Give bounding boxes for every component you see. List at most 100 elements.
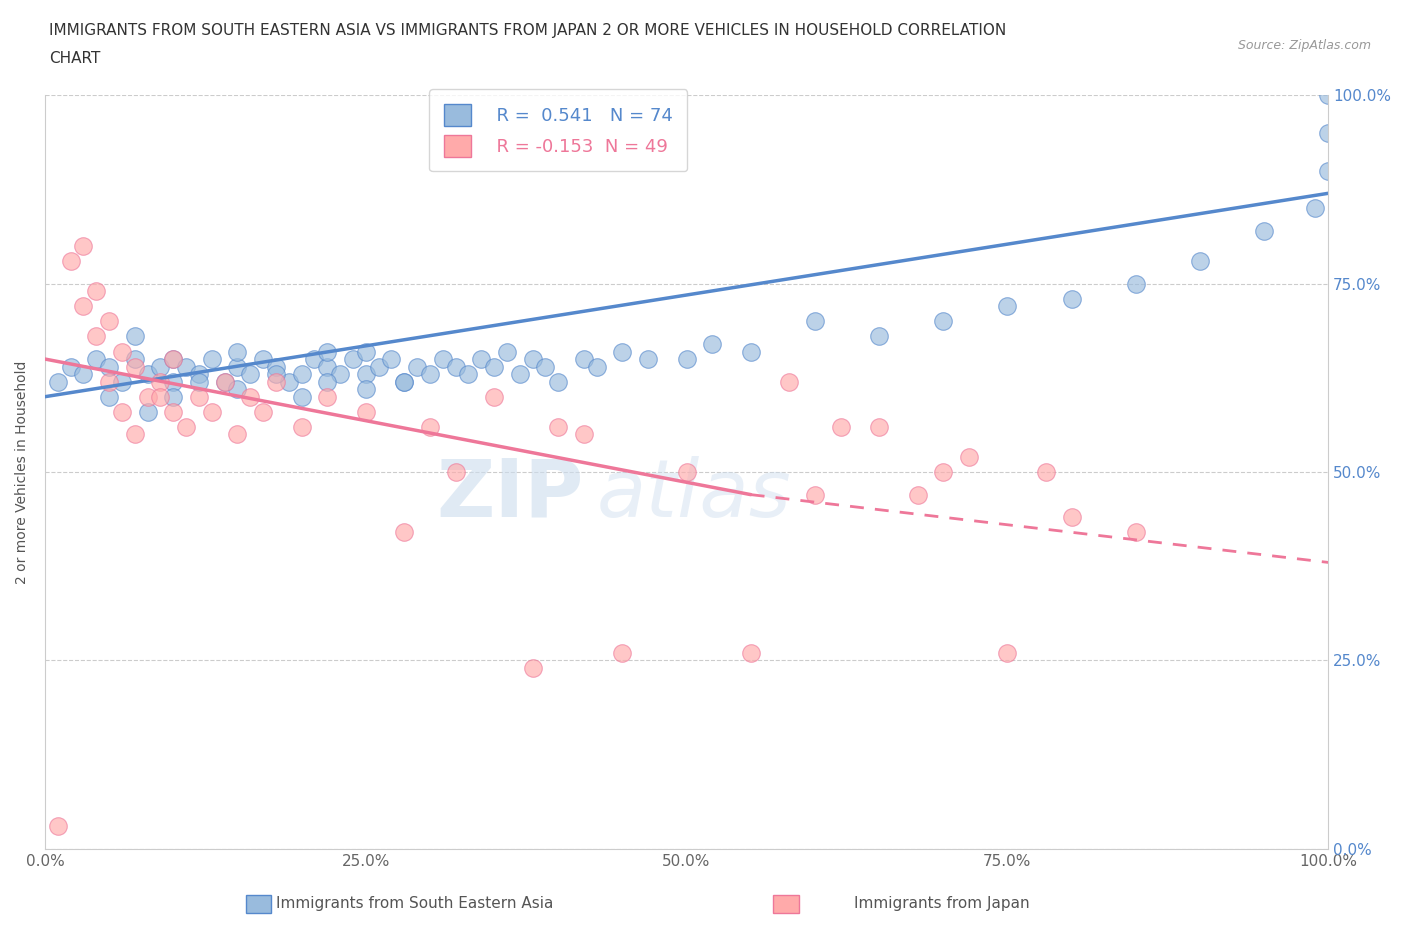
Point <box>124 427 146 442</box>
Point <box>1125 525 1147 539</box>
Point <box>868 329 890 344</box>
Point <box>394 525 416 539</box>
Point <box>354 405 377 419</box>
Point <box>354 381 377 396</box>
Point <box>316 390 339 405</box>
Point <box>432 352 454 366</box>
Point <box>354 344 377 359</box>
Point <box>830 419 852 434</box>
Point <box>98 390 121 405</box>
Point <box>522 660 544 675</box>
Point <box>84 329 107 344</box>
Point <box>124 329 146 344</box>
Point <box>188 390 211 405</box>
Point <box>84 284 107 299</box>
Point <box>932 314 955 329</box>
Point <box>98 374 121 389</box>
Point <box>316 359 339 374</box>
Point <box>1317 126 1340 140</box>
Point <box>162 390 184 405</box>
Point <box>46 374 69 389</box>
Point <box>72 366 94 381</box>
Point <box>162 352 184 366</box>
Point <box>804 314 827 329</box>
Point <box>188 374 211 389</box>
Point <box>72 239 94 254</box>
Point <box>162 374 184 389</box>
Point <box>1317 88 1340 103</box>
Point <box>482 390 505 405</box>
Point <box>1188 254 1211 269</box>
Point <box>932 465 955 480</box>
Point <box>59 254 82 269</box>
Point <box>124 359 146 374</box>
Point <box>188 366 211 381</box>
Point <box>444 465 467 480</box>
Point <box>149 390 172 405</box>
Point <box>1060 510 1083 525</box>
Point <box>957 449 980 464</box>
Point <box>72 299 94 313</box>
Point <box>214 374 236 389</box>
Point <box>868 419 890 434</box>
Point <box>367 359 389 374</box>
Point <box>612 344 634 359</box>
Point <box>226 344 249 359</box>
Point <box>702 337 724 352</box>
Point <box>804 487 827 502</box>
Point <box>995 645 1018 660</box>
Point <box>291 419 314 434</box>
Point <box>84 352 107 366</box>
Point <box>264 374 287 389</box>
Point <box>1317 164 1340 179</box>
Point <box>496 344 519 359</box>
Point <box>572 352 595 366</box>
Point <box>252 352 274 366</box>
Point <box>277 374 299 389</box>
Point <box>252 405 274 419</box>
Point <box>547 419 569 434</box>
Point <box>149 374 172 389</box>
Point <box>1125 276 1147 291</box>
Point <box>136 366 159 381</box>
Point <box>98 314 121 329</box>
Point <box>98 359 121 374</box>
Text: CHART: CHART <box>49 51 101 66</box>
Point <box>522 352 544 366</box>
Text: Source: ZipAtlas.com: Source: ZipAtlas.com <box>1237 39 1371 52</box>
Point <box>111 344 134 359</box>
Point <box>457 366 479 381</box>
Point <box>111 374 134 389</box>
Point <box>534 359 557 374</box>
Point <box>226 359 249 374</box>
Point <box>995 299 1018 313</box>
Text: ZIP: ZIP <box>437 456 583 534</box>
Point <box>162 405 184 419</box>
Legend:   R =  0.541   N = 74,   R = -0.153  N = 49: R = 0.541 N = 74, R = -0.153 N = 49 <box>429 89 688 171</box>
Point <box>675 352 697 366</box>
Point <box>214 374 236 389</box>
Point <box>174 419 197 434</box>
Point <box>470 352 492 366</box>
Point <box>149 359 172 374</box>
Point <box>1060 291 1083 306</box>
Text: Immigrants from South Eastern Asia: Immigrants from South Eastern Asia <box>276 897 554 911</box>
Point <box>162 352 184 366</box>
Point <box>675 465 697 480</box>
Point <box>239 366 262 381</box>
Point <box>354 366 377 381</box>
Point <box>547 374 569 389</box>
Point <box>264 366 287 381</box>
Point <box>329 366 352 381</box>
Text: IMMIGRANTS FROM SOUTH EASTERN ASIA VS IMMIGRANTS FROM JAPAN 2 OR MORE VEHICLES I: IMMIGRANTS FROM SOUTH EASTERN ASIA VS IM… <box>49 23 1007 38</box>
Y-axis label: 2 or more Vehicles in Household: 2 or more Vehicles in Household <box>15 360 30 584</box>
Point <box>394 374 416 389</box>
Point <box>585 359 607 374</box>
Text: atlas: atlas <box>596 456 792 534</box>
Point <box>740 344 762 359</box>
Point <box>226 427 249 442</box>
Point <box>1035 465 1057 480</box>
Point <box>226 381 249 396</box>
Point <box>174 359 197 374</box>
Point <box>1253 223 1275 238</box>
